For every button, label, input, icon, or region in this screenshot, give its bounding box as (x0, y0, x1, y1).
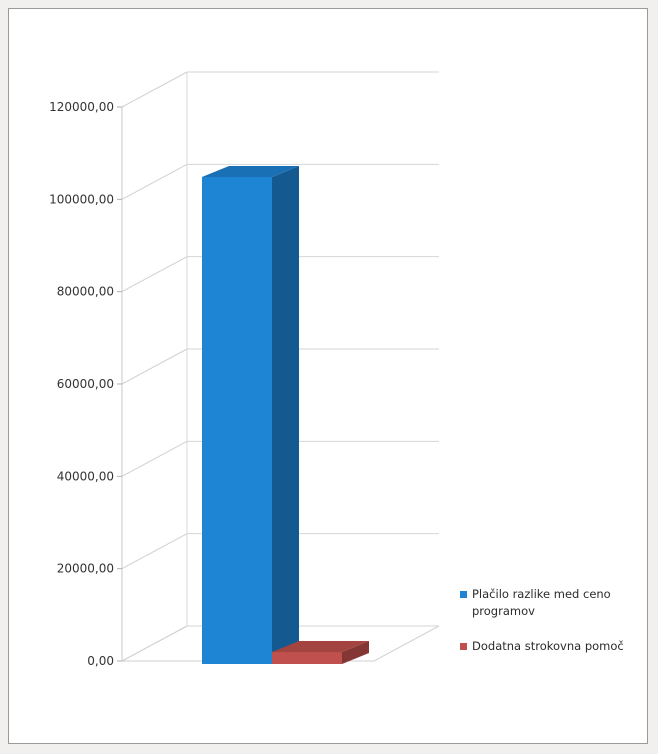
bar-top (202, 165, 299, 177)
side-wall-gridline (121, 440, 188, 477)
y-tick-label: 0,00 (87, 654, 114, 668)
y-tick-label: 80000,00 (57, 285, 114, 299)
side-wall-gridline (121, 533, 188, 570)
bar-side (342, 640, 369, 664)
y-axis-tick-labels: 0,00 20000,00 40000,00 60000,00 80000,00 1000… (49, 100, 114, 668)
legend-swatch-1 (460, 591, 467, 598)
side-wall-gridline (121, 625, 188, 662)
y-tick-label: 100000,00 (49, 192, 114, 206)
y-tick-label: 60000,00 (57, 377, 114, 391)
legend-entry-2: Dodatna strokovna pomoč (472, 639, 624, 653)
legend-entry-1: Plačilo razlike med ceno programov (472, 587, 611, 618)
legend: Plačilo razlike med ceno programov Dodatna… (460, 587, 624, 653)
legend-swatch-2 (460, 643, 467, 650)
y-tick-label: 120000,00 (49, 100, 114, 114)
chart-frame: 0,00 20000,00 40000,00 60000,00 80000,00 1000… (8, 8, 648, 744)
bar-1 (202, 165, 299, 665)
y-tick-label: 40000,00 (57, 469, 114, 483)
y-tick-label: 20000,00 (57, 562, 114, 576)
bar-2 (272, 640, 369, 664)
bar-top (272, 640, 369, 652)
bar-front (202, 176, 272, 665)
side-wall-gridline (121, 71, 188, 108)
side-wall-gridline (121, 163, 188, 200)
bar-front (272, 651, 342, 664)
chart-svg: 0,00 20000,00 40000,00 60000,00 80000,00 1000… (49, 71, 624, 668)
bars (202, 165, 369, 665)
side-wall-gridline (121, 348, 188, 385)
side-wall-gridline (121, 256, 188, 293)
bar-side (272, 165, 299, 665)
